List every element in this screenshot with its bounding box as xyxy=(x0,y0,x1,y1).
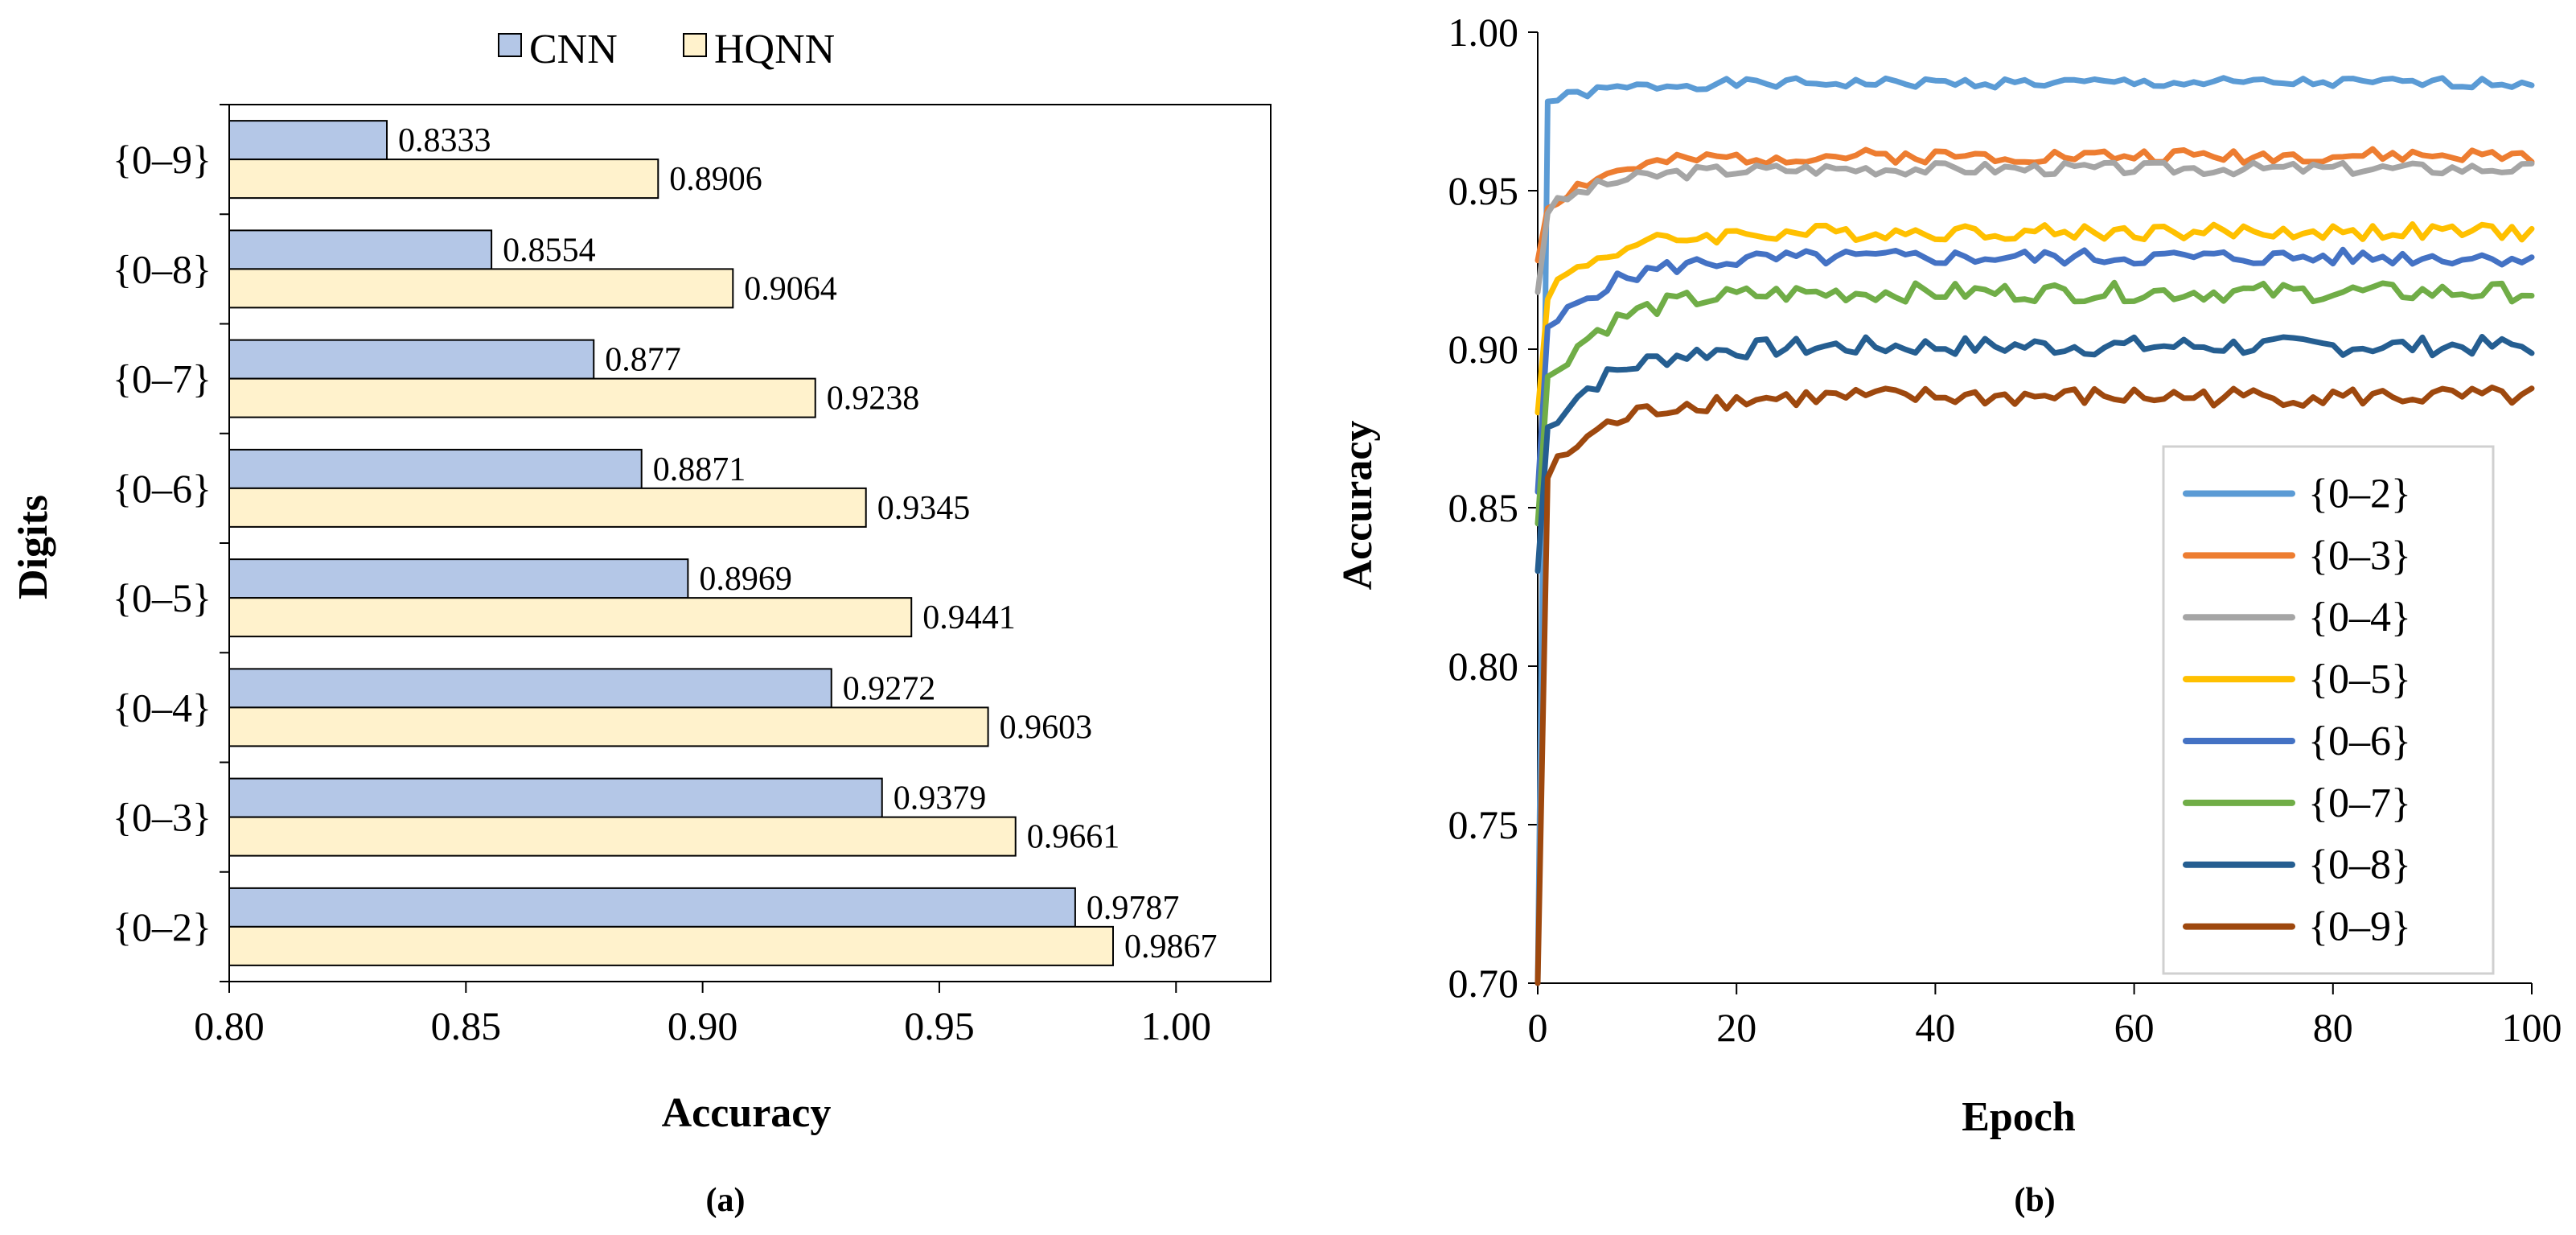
bar-hqnn xyxy=(228,706,989,747)
legend-label: {0–8} xyxy=(2308,842,2411,888)
legend-label: {0–6} xyxy=(2308,718,2411,764)
chart-a-x-axis-title: Accuracy xyxy=(662,1090,832,1136)
x-tick-label: 0 xyxy=(1528,1005,1548,1050)
y-tick-label: {0–2} xyxy=(113,904,212,949)
bar-cnn xyxy=(228,120,388,161)
series-line xyxy=(1535,159,2535,295)
series-line xyxy=(1535,385,2535,986)
chart-a-y-axis-title: Digits xyxy=(10,495,56,599)
bar-hqnn xyxy=(228,925,1114,966)
legend-label-cnn: CNN xyxy=(529,27,618,72)
x-tick-label: 0.80 xyxy=(194,1003,265,1048)
data-label: 0.9064 xyxy=(744,270,837,307)
plot-frame xyxy=(228,104,1272,982)
y-tick-label: {0–5} xyxy=(113,575,212,620)
data-label: 0.9867 xyxy=(1124,928,1218,965)
bar-cnn xyxy=(228,448,643,489)
y-tick-label: 0.75 xyxy=(1448,802,1519,847)
data-label: 0.8333 xyxy=(398,122,491,159)
x-tick-label: 1.00 xyxy=(1141,1003,1212,1048)
y-tick-label: {0–4} xyxy=(113,685,212,730)
data-label: 0.8969 xyxy=(699,561,792,598)
y-tick-label: 0.95 xyxy=(1448,168,1519,213)
chart-a-bar: CNN HQNN 0.8333 0.8906 0.8554 0.9064 0.877 0.9… xyxy=(10,27,1272,1219)
series-line xyxy=(1535,279,2535,527)
data-label: 0.9661 xyxy=(1027,819,1120,856)
y-tick-label: {0–6} xyxy=(113,466,212,511)
data-label: 0.8554 xyxy=(503,232,596,269)
x-tick-label: 0.90 xyxy=(668,1003,738,1048)
series-line xyxy=(1535,75,2535,986)
bar-cnn xyxy=(228,558,689,599)
data-label: 0.9379 xyxy=(894,780,987,817)
legend-label: {0–2} xyxy=(2308,471,2411,517)
x-tick-label: 0.95 xyxy=(904,1003,975,1048)
data-label: 0.9603 xyxy=(1000,709,1093,746)
y-tick-label: {0–9} xyxy=(113,137,212,182)
chart-b-axes: 0.70 0.75 0.80 0.85 0.90 0.95 1.00 0 20 40 60 80 100 xyxy=(1448,10,2562,1050)
x-tick-label: 60 xyxy=(2114,1005,2155,1050)
data-label: 0.9787 xyxy=(1087,890,1180,927)
series-line xyxy=(1535,221,2535,416)
x-tick-label: 0.85 xyxy=(431,1003,502,1048)
bar-cnn xyxy=(228,229,493,270)
y-tick-label: {0–3} xyxy=(113,795,212,840)
bar-hqnn xyxy=(228,268,734,309)
x-tick-label: 100 xyxy=(2502,1005,2562,1050)
legend-swatch-hqnn xyxy=(683,33,707,57)
legend-label: {0–5} xyxy=(2308,657,2411,702)
chart-b-x-axis-title: Epoch xyxy=(1962,1094,2076,1140)
legend-label: {0–7} xyxy=(2308,780,2411,826)
caption-a: (a) xyxy=(706,1182,746,1219)
y-tick-label: {0–7} xyxy=(113,356,212,401)
chart-b-legend: {0–2} {0–3} {0–4} {0–5} {0–6} {0–7} {0–8} {0–9} xyxy=(2162,445,2495,975)
data-label: 0.8871 xyxy=(653,451,746,488)
chart-a-legend: CNN HQNN xyxy=(498,27,835,72)
caption-b: (b) xyxy=(2014,1182,2055,1219)
legend-label: {0–4} xyxy=(2308,595,2411,640)
chart-b-lines xyxy=(1535,75,2535,986)
legend-box xyxy=(2162,445,2495,975)
bar-hqnn xyxy=(228,816,1017,857)
y-tick-label: 1.00 xyxy=(1448,10,1519,55)
legend-swatch-cnn xyxy=(498,33,522,57)
bar-cnn xyxy=(228,339,595,380)
x-tick-label: 40 xyxy=(1915,1005,1955,1050)
chart-a-axes: {0–9} {0–8} {0–7} {0–6} {0–5} {0–4} {0–3} {0–2}… xyxy=(113,104,1272,1048)
bar-hqnn xyxy=(228,487,867,528)
bar-cnn xyxy=(228,777,883,818)
series-line xyxy=(1535,246,2535,495)
chart-b-y-axis-title: Accuracy xyxy=(1335,421,1381,591)
data-label: 0.9441 xyxy=(922,599,1016,636)
legend-label-hqnn: HQNN xyxy=(714,27,835,72)
legend-label: {0–3} xyxy=(2308,533,2411,578)
data-label: 0.8906 xyxy=(669,161,762,198)
y-tick-label: 0.90 xyxy=(1448,327,1519,372)
x-tick-label: 80 xyxy=(2313,1005,2353,1050)
bar-hqnn xyxy=(228,597,913,638)
data-label: 0.9272 xyxy=(843,670,936,707)
y-tick-label: 0.70 xyxy=(1448,961,1519,1006)
y-tick-label: 0.80 xyxy=(1448,644,1519,689)
data-label: 0.9345 xyxy=(877,490,971,527)
y-tick-label: {0–8} xyxy=(113,246,212,291)
chart-a-bars: 0.8333 0.8906 0.8554 0.9064 0.877 0.9238 0.887… xyxy=(228,120,1218,966)
series-line xyxy=(1535,334,2535,574)
chart-b-line: 0.70 0.75 0.80 0.85 0.90 0.95 1.00 0 20 40 60 80 100… xyxy=(1335,10,2562,1219)
bar-cnn xyxy=(228,668,832,709)
bar-hqnn xyxy=(228,158,659,200)
bar-cnn xyxy=(228,887,1076,928)
x-tick-label: 20 xyxy=(1716,1005,1756,1050)
bar-hqnn xyxy=(228,377,816,418)
data-label: 0.9238 xyxy=(827,381,920,418)
legend-label: {0–9} xyxy=(2308,904,2411,950)
y-tick-label: 0.85 xyxy=(1448,485,1519,530)
data-label: 0.877 xyxy=(605,342,681,379)
